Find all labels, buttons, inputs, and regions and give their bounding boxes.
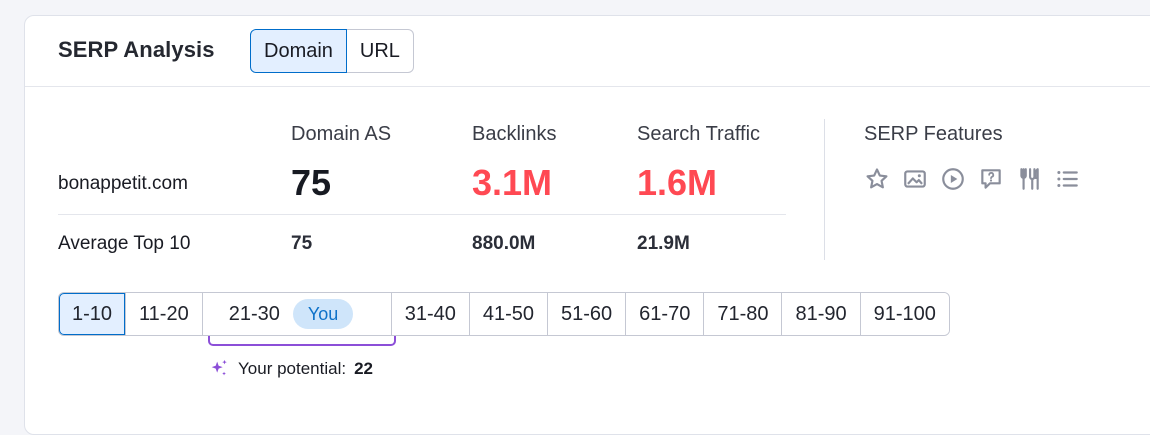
page-1-10-button[interactable]: 1-10 <box>59 293 126 335</box>
page-41-50-button[interactable]: 41-50 <box>468 293 548 335</box>
card-title: SERP Analysis <box>58 37 215 62</box>
row-divider <box>58 214 786 215</box>
your-potential: Your potential: 22 <box>208 358 373 380</box>
you-badge: You <box>292 299 354 329</box>
domain-url-toggle: Domain URL <box>250 29 414 73</box>
star-icon <box>866 168 888 189</box>
domain-as-value: 75 <box>291 162 332 203</box>
page-91-100-button[interactable]: 91-100 <box>859 293 949 335</box>
page-71-80-button[interactable]: 71-80 <box>703 293 782 335</box>
position-range-pager: 1-10 11-20 21-30 You 31-40 41-50 51-60 6… <box>58 292 950 336</box>
toggle-url-button[interactable]: URL <box>346 29 414 73</box>
review-bubble-icon <box>981 169 1001 189</box>
restaurant-icon <box>1020 168 1039 190</box>
column-header-backlinks: Backlinks <box>472 123 557 145</box>
serp-features-icons <box>864 166 1080 192</box>
page-21-30-button[interactable]: 21-30 You <box>201 293 391 335</box>
search-traffic-value: 1.6M <box>637 162 718 203</box>
column-header-serp-features: SERP Features <box>864 123 1003 145</box>
domain-name: bonappetit.com <box>58 173 188 194</box>
page-81-90-button[interactable]: 81-90 <box>781 293 860 335</box>
card-header: SERP Analysis Domain URL <box>25 16 1150 87</box>
column-header-domain-as: Domain AS <box>291 123 392 145</box>
average-backlinks-value: 880.0M <box>472 233 536 254</box>
page-51-60-button[interactable]: 51-60 <box>547 293 626 335</box>
average-domain-as-value: 75 <box>291 233 313 254</box>
image-icon <box>904 170 926 188</box>
average-search-traffic-value: 21.9M <box>637 233 690 254</box>
potential-label: Your potential: <box>238 359 347 378</box>
average-top-10-label: Average Top 10 <box>58 233 191 254</box>
page-21-30-label: 21-30 <box>228 302 280 325</box>
backlinks-value: 3.1M <box>472 162 553 203</box>
column-header-search-traffic: Search Traffic <box>637 123 761 145</box>
potential-value: 22 <box>354 359 373 378</box>
toggle-domain-button[interactable]: Domain <box>250 29 347 73</box>
page-61-70-button[interactable]: 61-70 <box>625 293 704 335</box>
list-icon <box>1057 170 1078 188</box>
sparkle-icon <box>211 359 227 376</box>
serp-analysis-card: SERP Analysis Domain URL Domain AS Backl… <box>24 15 1150 435</box>
potential-bracket <box>208 336 396 346</box>
video-play-icon <box>942 168 964 190</box>
page-31-40-button[interactable]: 31-40 <box>390 293 469 335</box>
vertical-divider <box>824 119 825 260</box>
page-11-20-button[interactable]: 11-20 <box>125 293 202 335</box>
